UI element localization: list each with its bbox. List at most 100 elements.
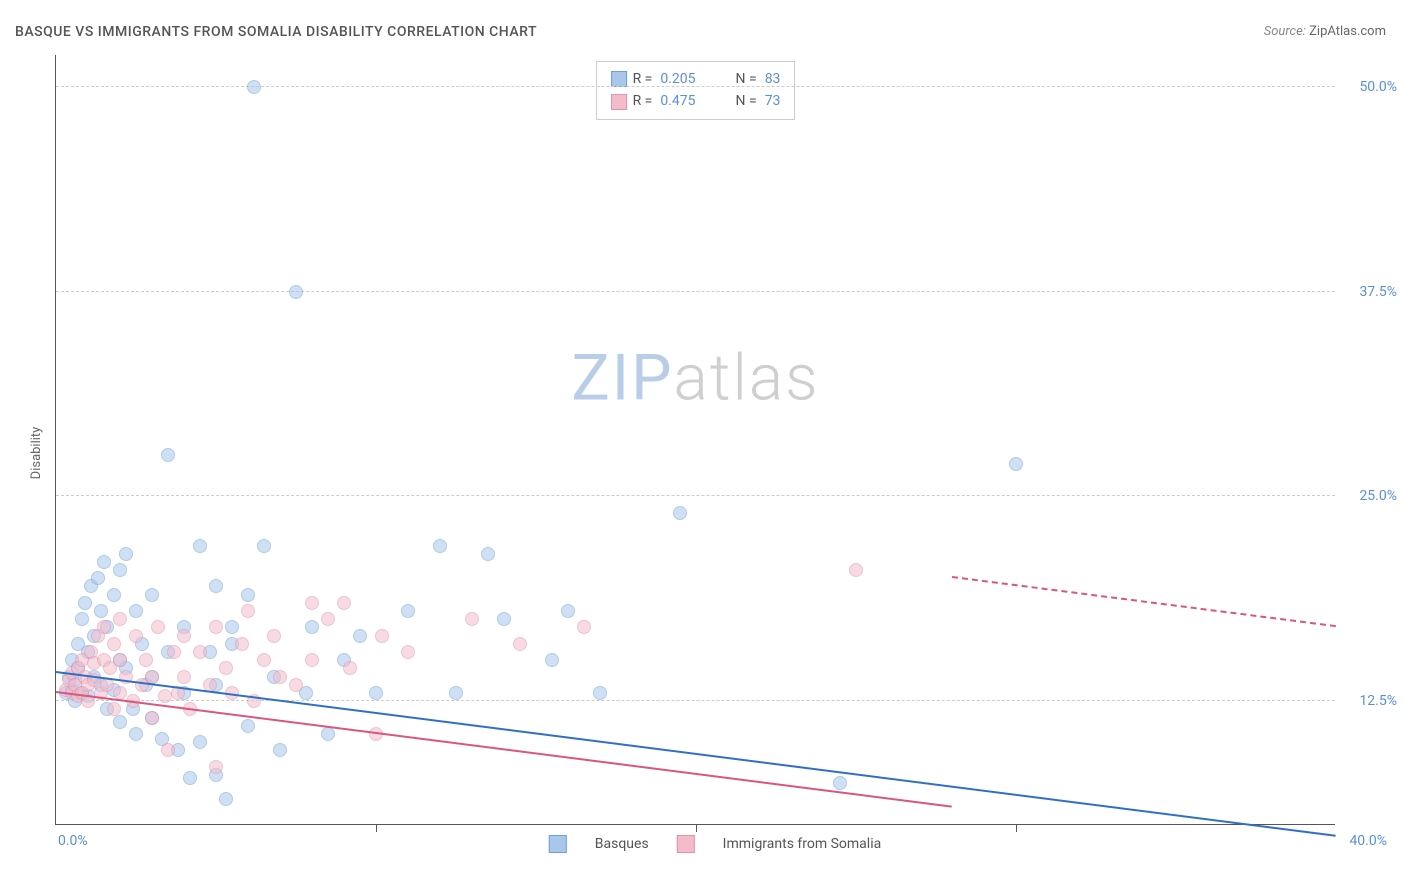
page: BASQUE VS IMMIGRANTS FROM SOMALIA DISABI… — [0, 0, 1406, 892]
data-point — [673, 506, 687, 520]
data-point — [241, 719, 255, 733]
y-tick-label: 12.5% — [1359, 693, 1397, 709]
legend-label-somalia: Immigrants from Somalia — [723, 836, 882, 852]
n-value-basques: 83 — [765, 68, 781, 90]
data-point — [289, 285, 303, 299]
data-point — [145, 711, 159, 725]
trend-line — [56, 671, 1336, 837]
data-point — [113, 715, 127, 729]
data-point — [113, 653, 127, 667]
data-point — [209, 760, 223, 774]
data-point — [305, 653, 319, 667]
legend-swatch-basques — [549, 835, 567, 853]
data-point — [513, 637, 527, 651]
data-point — [94, 604, 108, 618]
watermark-left: ZIP — [571, 340, 673, 415]
x-tick — [696, 824, 697, 832]
data-point — [305, 620, 319, 634]
y-axis-label: Disability — [29, 427, 44, 480]
data-point — [209, 579, 223, 593]
n-label: N = — [736, 90, 757, 112]
data-point — [273, 670, 287, 684]
r-label: R = — [633, 68, 653, 90]
data-point — [337, 596, 351, 610]
data-point — [107, 637, 121, 651]
data-point — [107, 588, 121, 602]
data-point — [91, 571, 105, 585]
data-point — [193, 645, 207, 659]
y-tick-label: 25.0% — [1359, 488, 1397, 504]
gridline — [56, 291, 1335, 292]
data-point — [139, 653, 153, 667]
data-point — [78, 596, 92, 610]
x-tick — [1016, 824, 1017, 832]
data-point — [241, 588, 255, 602]
r-label: R = — [633, 90, 653, 112]
data-point — [129, 604, 143, 618]
n-value-somalia: 73 — [765, 90, 781, 112]
data-point — [449, 686, 463, 700]
data-point — [375, 629, 389, 643]
data-point — [161, 743, 175, 757]
data-point — [849, 563, 863, 577]
data-point — [107, 702, 121, 716]
swatch-basques — [611, 71, 627, 87]
data-point — [225, 620, 239, 634]
data-point — [465, 612, 479, 626]
data-point — [267, 629, 281, 643]
watermark-right: atlas — [674, 340, 820, 415]
x-origin-label: 0.0% — [58, 833, 88, 849]
data-point — [289, 678, 303, 692]
data-point — [353, 629, 367, 643]
data-point — [577, 620, 591, 634]
data-point — [177, 670, 191, 684]
data-point — [97, 620, 111, 634]
data-point — [401, 604, 415, 618]
data-point — [545, 653, 559, 667]
r-value-basques: 0.205 — [660, 68, 695, 90]
data-point — [219, 661, 233, 675]
data-point — [113, 612, 127, 626]
data-point — [561, 604, 575, 618]
data-point — [247, 80, 261, 94]
y-tick-label: 50.0% — [1359, 79, 1397, 95]
data-point — [257, 653, 271, 667]
stats-row-somalia: R = 0.475 N = 73 — [611, 90, 781, 112]
data-point — [305, 596, 319, 610]
chart-title: BASQUE VS IMMIGRANTS FROM SOMALIA DISABI… — [15, 24, 537, 40]
data-point — [219, 792, 233, 806]
r-value-somalia: 0.475 — [660, 90, 695, 112]
data-point — [97, 555, 111, 569]
data-point — [161, 448, 175, 462]
data-point — [235, 637, 249, 651]
data-point — [321, 727, 335, 741]
n-label: N = — [736, 68, 757, 90]
series-legend: Basques Immigrants from Somalia — [549, 835, 881, 853]
data-point — [1009, 457, 1023, 471]
data-point — [113, 563, 127, 577]
swatch-somalia — [611, 94, 627, 110]
trend-line — [56, 691, 952, 808]
stats-legend: R = 0.205 N = 83 R = 0.475 N = 73 — [596, 61, 796, 120]
data-point — [177, 629, 191, 643]
data-point — [593, 686, 607, 700]
stats-row-basques: R = 0.205 N = 83 — [611, 68, 781, 90]
data-point — [273, 743, 287, 757]
data-point — [193, 735, 207, 749]
data-point — [129, 727, 143, 741]
data-point — [343, 661, 357, 675]
data-point — [481, 547, 495, 561]
watermark: ZIPatlas — [571, 340, 819, 415]
data-point — [145, 670, 159, 684]
data-point — [209, 620, 223, 634]
data-point — [833, 776, 847, 790]
x-max-label: 40.0% — [1349, 833, 1387, 849]
source-credit: Source: ZipAtlas.com — [1264, 24, 1386, 39]
data-point — [401, 645, 415, 659]
data-point — [145, 588, 159, 602]
source-label: Source: — [1264, 24, 1306, 39]
data-point — [433, 539, 447, 553]
plot-region: ZIPatlas R = 0.205 N = 83 R = 0.475 N = — [55, 55, 1335, 825]
chart-area: Disability ZIPatlas R = 0.205 N = 83 R =… — [45, 55, 1385, 851]
data-point — [183, 771, 197, 785]
